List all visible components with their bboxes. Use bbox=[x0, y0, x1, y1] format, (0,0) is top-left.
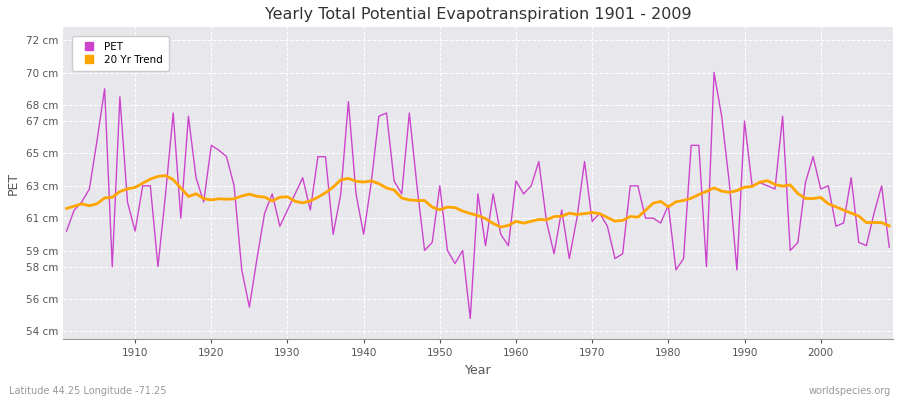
Y-axis label: PET: PET bbox=[7, 172, 20, 195]
Legend: PET, 20 Yr Trend: PET, 20 Yr Trend bbox=[72, 36, 169, 71]
X-axis label: Year: Year bbox=[464, 364, 491, 377]
Text: worldspecies.org: worldspecies.org bbox=[809, 386, 891, 396]
Title: Yearly Total Potential Evapotranspiration 1901 - 2009: Yearly Total Potential Evapotranspiratio… bbox=[265, 7, 691, 22]
Text: Latitude 44.25 Longitude -71.25: Latitude 44.25 Longitude -71.25 bbox=[9, 386, 166, 396]
